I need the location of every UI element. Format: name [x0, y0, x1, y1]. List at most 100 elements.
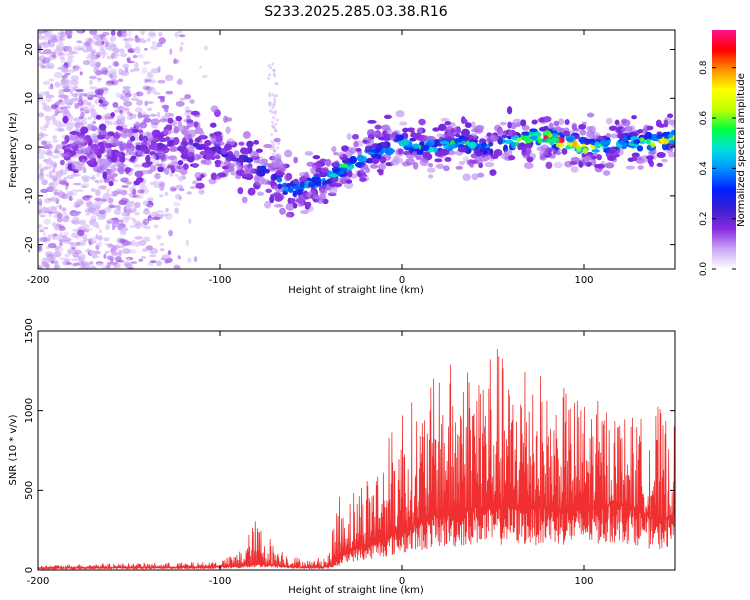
spectrum-noise-point — [75, 88, 84, 93]
spectrum-ridge-point — [68, 134, 78, 141]
spectrum-ridge-point — [401, 161, 411, 167]
spectrum-x-tick-label: -200 — [27, 275, 50, 286]
spectrum-noise-point — [124, 41, 130, 46]
spectrum-ridge-point — [346, 133, 352, 140]
spectrum-noise-point — [146, 101, 154, 104]
spectrum-ridge-point — [525, 149, 531, 158]
spectrum-noise-point — [113, 61, 119, 67]
spectrum-ridge-point — [273, 203, 284, 208]
spectrum-ridge-point — [548, 122, 554, 129]
spectrum-ridge-point — [69, 131, 79, 135]
spectrum-ridge-point — [543, 130, 552, 136]
spectrum-ridge-point — [307, 181, 316, 188]
spectrum-noise-point — [92, 255, 100, 258]
spectrum-ridge-point — [393, 157, 404, 164]
spectrum-noise-point — [271, 110, 275, 114]
spectrum-noise-point — [75, 30, 84, 34]
spectrum-ridge-point — [145, 154, 151, 163]
spectrum-noise-point — [53, 113, 58, 117]
spectrum-noise-point — [158, 181, 166, 187]
spectrum-ridge-point — [508, 130, 517, 137]
spectrum-y-axis-label: Frequency (Hz) — [8, 112, 19, 188]
spectrum-noise-point — [90, 215, 97, 222]
spectrum-noise-point — [78, 115, 84, 120]
spectrum-noise-point — [274, 82, 278, 86]
spectrum-ridge-point — [494, 124, 502, 132]
spectrum-ridge-point — [78, 138, 86, 144]
spectrum-ridge-point — [621, 118, 627, 125]
spectrum-ridge-point — [227, 150, 234, 157]
spectrum-ridge-point — [134, 170, 144, 178]
spectrum-ridge-point — [366, 129, 376, 138]
spectrum-ridge-point — [224, 143, 232, 151]
spectrum-ridge-point — [377, 163, 386, 171]
spectrum-noise-point — [268, 103, 272, 107]
spectrum-ridge-point — [475, 124, 485, 131]
spectrum-ridge-point — [346, 133, 352, 140]
spectrum-noise-point — [87, 38, 93, 44]
spectrum-noise-point — [74, 150, 84, 157]
spectrum-ridge-point — [183, 125, 190, 130]
spectrum-ridge-point — [193, 153, 201, 161]
spectrum-ridge-point — [570, 166, 579, 173]
spectrum-ridge-point — [180, 167, 187, 176]
spectrum-ridge-point — [190, 110, 200, 116]
spectrum-noise-point — [40, 188, 49, 193]
spectrum-noise-point — [145, 245, 153, 251]
spectrum-ridge-point — [403, 151, 411, 156]
colorbar-tick-label: 0.4 — [699, 161, 709, 176]
spectrum-noise-point — [81, 195, 91, 201]
spectrum-ridge-point — [374, 130, 382, 139]
spectrum-ridge-point — [399, 121, 408, 126]
spectrum-ridge-point — [499, 121, 507, 126]
spectrum-ridge-point — [82, 137, 90, 143]
spectrum-noise-point — [101, 40, 105, 45]
spectrum-ridge-point — [553, 120, 560, 127]
spectrum-ridge-point — [224, 117, 233, 122]
spectrum-noise-point — [126, 201, 135, 205]
spectrum-noise-point — [189, 185, 197, 190]
spectrum-noise-point — [117, 249, 122, 257]
spectrum-ridge-point — [555, 126, 561, 131]
spectrum-ridge-point — [143, 117, 152, 123]
spectrum-noise-point — [186, 191, 192, 195]
spectrum-ridge-point — [537, 137, 543, 144]
spectrum-noise-point — [125, 148, 133, 154]
spectrum-noise-point — [38, 30, 43, 35]
spectrum-ridge-point — [496, 127, 503, 134]
spectrum-ridge-point — [247, 163, 253, 170]
spectrum-ridge-point — [170, 146, 179, 152]
spectrum-ridge-point — [347, 146, 353, 153]
spectrum-ridge-point — [205, 159, 212, 166]
spectrum-ridge-point — [400, 138, 410, 146]
spectrum-ridge-point — [631, 115, 637, 120]
spectrum-noise-point — [68, 50, 77, 55]
spectrum-noise-point — [58, 150, 63, 156]
spectrum-ridge-point — [539, 117, 545, 123]
spectrum-noise-point — [138, 258, 144, 262]
snr-y-tick-label: 500 — [24, 481, 35, 500]
spectrum-ridge-point — [320, 168, 329, 174]
spectrum-ridge-point — [349, 150, 355, 155]
spectrum-ridge-point — [474, 125, 484, 132]
spectrum-ridge-point — [230, 170, 237, 176]
spectrum-x-tick-label: -100 — [209, 275, 232, 286]
spectrum-noise-point — [267, 76, 271, 80]
spectrum-ridge-point — [668, 139, 675, 145]
spectrum-ridge-point — [127, 142, 132, 149]
spectrum-ridge-point — [210, 105, 219, 113]
spectrum-ridge-point — [474, 126, 484, 134]
spectrum-noise-point — [151, 40, 156, 45]
spectrum-ridge-point — [376, 168, 384, 173]
spectrum-ridge-point — [214, 159, 222, 165]
spectrum-ridge-point — [650, 142, 656, 148]
spectrum-ridge-point — [195, 126, 201, 134]
spectrum-noise-point — [90, 49, 97, 55]
spectrum-ridge-point — [553, 161, 563, 169]
spectrum-noise-point — [47, 156, 52, 162]
spectrum-noise-point — [67, 55, 75, 59]
spectrum-ridge-point — [629, 125, 636, 132]
spectrum-noise-point — [55, 83, 64, 87]
spectrum-noise-point — [120, 229, 127, 234]
spectrum-ridge-point — [86, 123, 95, 130]
